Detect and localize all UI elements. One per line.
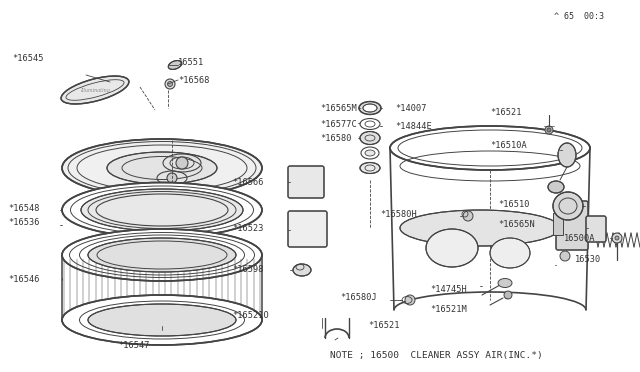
Circle shape [560,251,570,261]
Circle shape [405,295,415,305]
FancyBboxPatch shape [586,216,606,242]
Ellipse shape [390,126,590,170]
Ellipse shape [400,210,560,246]
Ellipse shape [107,152,217,184]
Text: 16530: 16530 [575,256,601,264]
Ellipse shape [62,139,262,197]
Circle shape [176,157,188,169]
Ellipse shape [62,183,262,237]
Circle shape [545,126,553,134]
Text: NOTE ; 16500  CLEANER ASSY AIR(INC.*): NOTE ; 16500 CLEANER ASSY AIR(INC.*) [330,351,542,360]
Ellipse shape [490,238,530,268]
Ellipse shape [498,279,512,288]
Text: *14007: *14007 [395,103,426,112]
Ellipse shape [553,192,583,220]
Text: *16580: *16580 [320,134,351,142]
Ellipse shape [548,181,564,193]
Text: *16580H: *16580H [380,209,417,218]
Text: *16521O: *16521O [232,311,269,320]
Text: Illuminating: Illuminating [80,87,110,93]
Text: *16577C: *16577C [320,119,356,128]
Text: *16510A: *16510A [490,141,527,150]
Text: *16565M: *16565M [320,103,356,112]
Text: *14745H: *14745H [430,285,467,295]
Ellipse shape [168,61,182,70]
Text: *16521: *16521 [368,321,399,330]
Ellipse shape [88,238,236,272]
FancyBboxPatch shape [556,201,588,250]
Text: *14844E: *14844E [395,122,432,131]
Ellipse shape [88,304,236,336]
Circle shape [504,291,512,299]
Circle shape [463,211,473,221]
FancyBboxPatch shape [288,211,327,247]
Ellipse shape [62,229,262,281]
Circle shape [168,81,173,87]
Circle shape [615,236,619,240]
Ellipse shape [365,150,375,156]
Text: *16547: *16547 [118,340,150,350]
Text: *16546: *16546 [8,276,40,285]
Text: *16510: *16510 [498,199,529,208]
Text: 16500A: 16500A [564,234,595,243]
Text: *16545: *16545 [12,54,44,62]
Text: *16566: *16566 [232,177,264,186]
Text: *16536: *16536 [8,218,40,227]
Text: 16551: 16551 [178,58,204,67]
Text: ^ 65  00:3: ^ 65 00:3 [554,12,604,21]
Ellipse shape [359,102,381,115]
Ellipse shape [426,229,478,267]
Text: *16521: *16521 [490,108,522,116]
Circle shape [612,233,622,243]
Ellipse shape [558,143,576,167]
Text: *16580J: *16580J [340,294,377,302]
Text: *16565N: *16565N [498,219,535,228]
Ellipse shape [62,295,262,345]
Text: *16548: *16548 [8,203,40,212]
Circle shape [547,128,551,132]
Bar [553,213,563,235]
Circle shape [167,173,177,183]
FancyBboxPatch shape [288,166,324,198]
Ellipse shape [61,76,129,104]
Text: *16598: *16598 [232,266,264,275]
Ellipse shape [363,104,377,112]
Text: *16523: *16523 [232,224,264,232]
Text: *16521M: *16521M [430,305,467,314]
Ellipse shape [360,131,380,144]
Circle shape [165,79,175,89]
Ellipse shape [360,163,380,173]
Ellipse shape [81,189,243,231]
Text: *16568: *16568 [178,76,209,84]
Ellipse shape [293,264,311,276]
